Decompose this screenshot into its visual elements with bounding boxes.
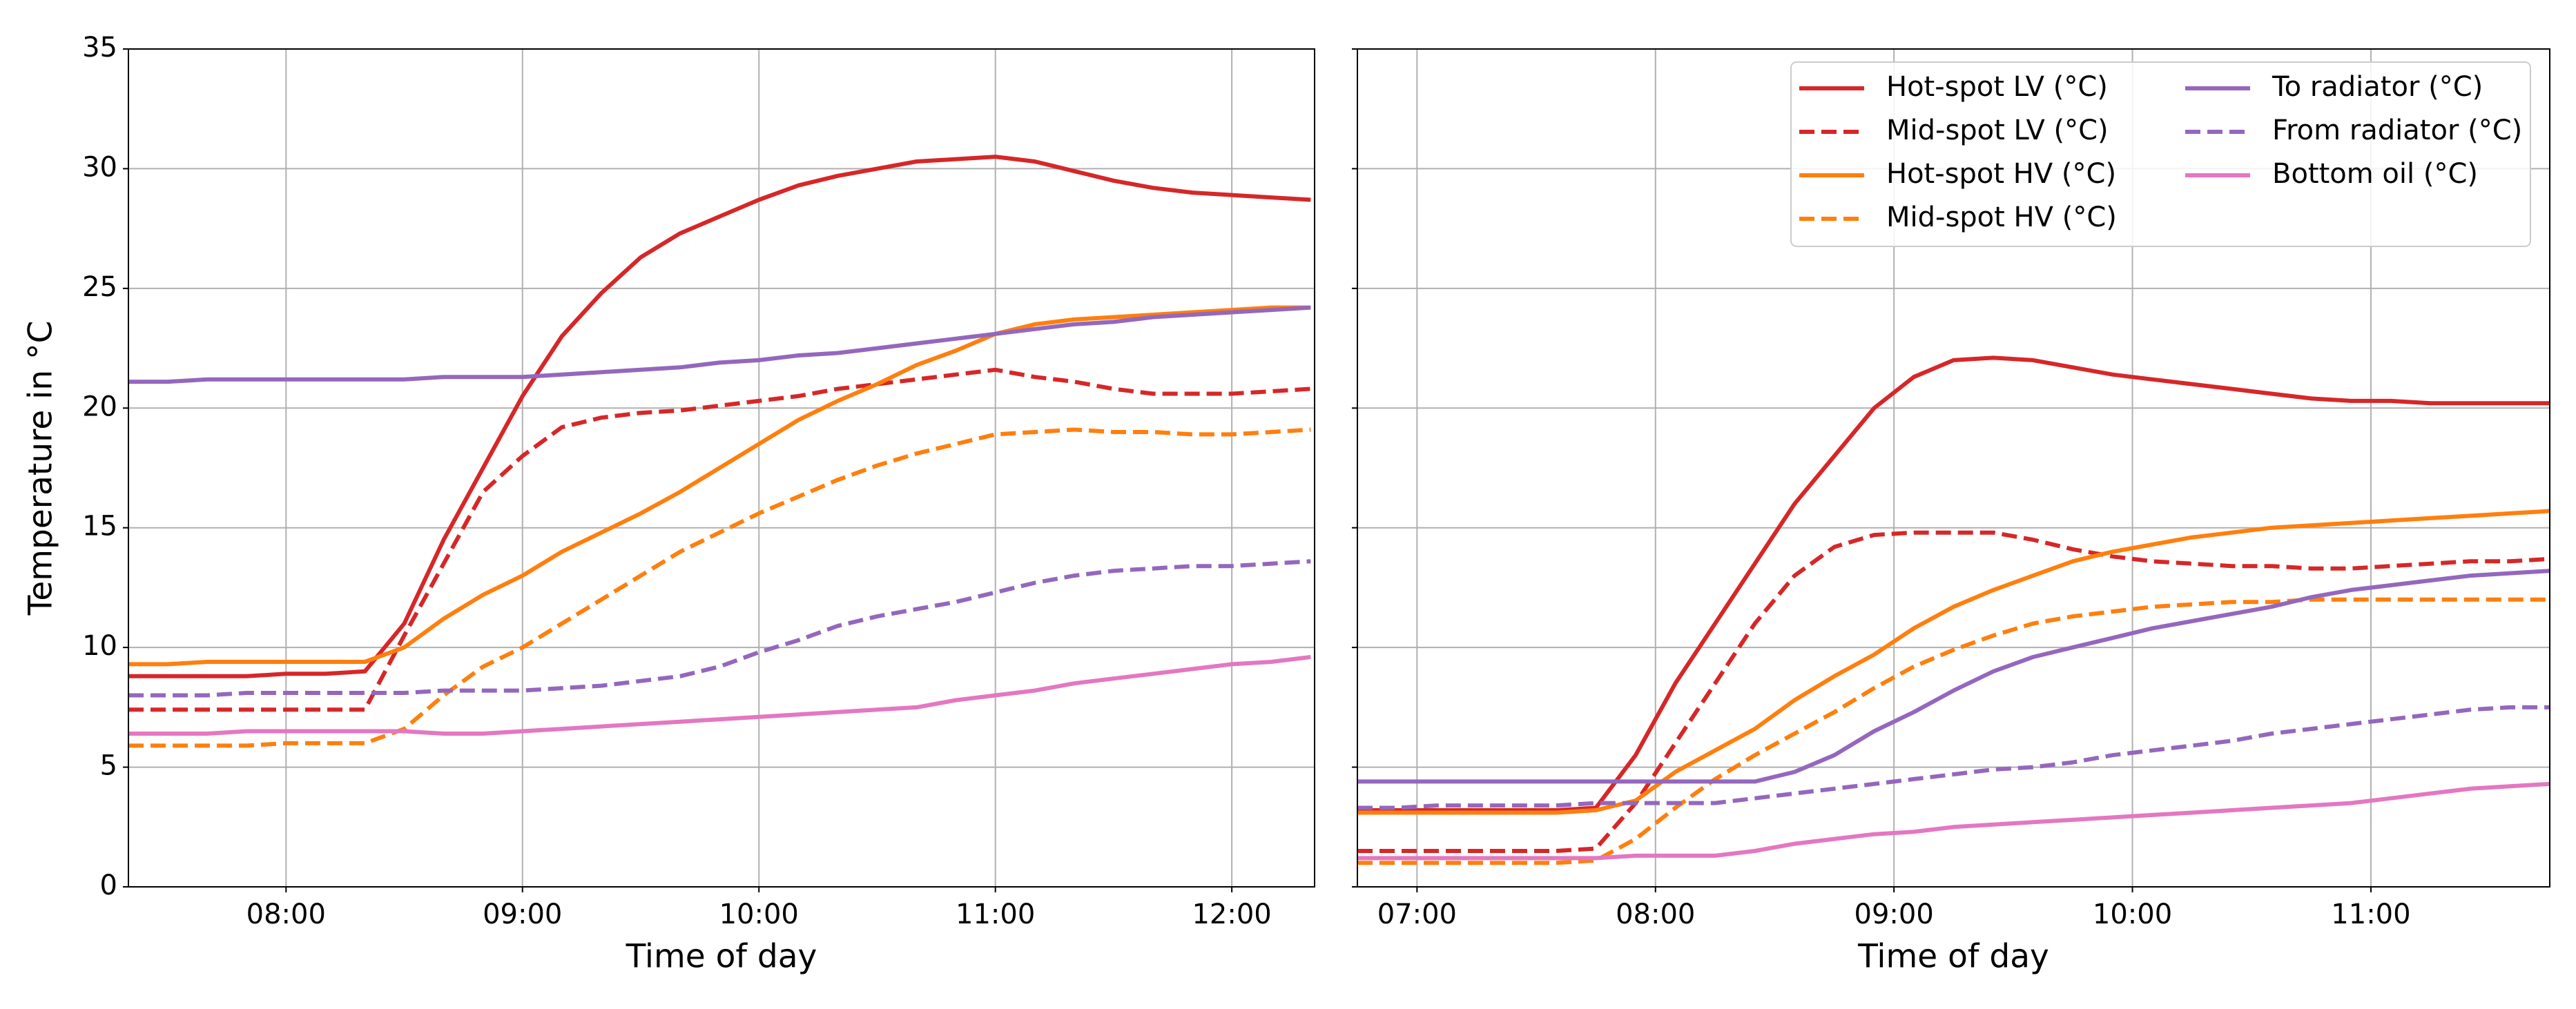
x-tick-label: 10:00 (719, 899, 799, 930)
y-tick-label: 15 (82, 511, 117, 542)
x-tick-label: 10:00 (2093, 899, 2172, 930)
data-line (128, 367, 1311, 712)
x-tick-label: 07:00 (1377, 899, 1457, 930)
legend-label: Bottom oil (°C) (2272, 158, 2478, 190)
y-tick-label: 10 (82, 630, 117, 662)
data-line (1357, 355, 2550, 812)
legend-label: To radiator (°C) (2272, 71, 2483, 103)
x-tick-label: 08:00 (1616, 899, 1695, 930)
y-tick-label: 0 (100, 870, 117, 901)
data-line (128, 305, 1311, 667)
x-tick-label: 08:00 (246, 899, 326, 930)
y-tick-label: 5 (100, 750, 117, 782)
legend-label: Mid-spot HV (°C) (1886, 202, 2117, 233)
plot-frame (128, 48, 1315, 888)
data-line (128, 155, 1311, 678)
y-axis-label: Temperature in °C (22, 321, 60, 616)
x-tick-label: 12:00 (1192, 899, 1271, 930)
x-axis-label: Time of day (626, 938, 817, 976)
legend-label: Hot-spot LV (°C) (1886, 71, 2108, 103)
legend-label: From radiator (°C) (2272, 115, 2522, 146)
legend-label: Mid-spot LV (°C) (1886, 115, 2109, 146)
data-line (128, 559, 1311, 698)
y-tick-label: 30 (82, 151, 117, 183)
x-tick-label: 11:00 (956, 899, 1035, 930)
plot-frame (1357, 48, 2550, 888)
data-line (1357, 781, 2550, 861)
data-line (128, 427, 1311, 748)
x-tick-label: 09:00 (483, 899, 562, 930)
data-line (128, 655, 1311, 736)
x-tick-label: 09:00 (1854, 899, 1934, 930)
data-line (1357, 569, 2550, 784)
legend-box (1790, 61, 2531, 247)
data-line (128, 305, 1311, 384)
data-line (1357, 705, 2550, 810)
data-line (1357, 509, 2550, 815)
legend-label: Hot-spot HV (°C) (1886, 158, 2116, 190)
y-tick-label: 25 (82, 271, 117, 303)
x-tick-label: 11:00 (2331, 899, 2410, 930)
x-axis-label: Time of day (1857, 938, 2049, 976)
y-tick-label: 20 (82, 391, 117, 422)
y-tick-label: 35 (82, 32, 117, 63)
data-line (1357, 597, 2550, 865)
